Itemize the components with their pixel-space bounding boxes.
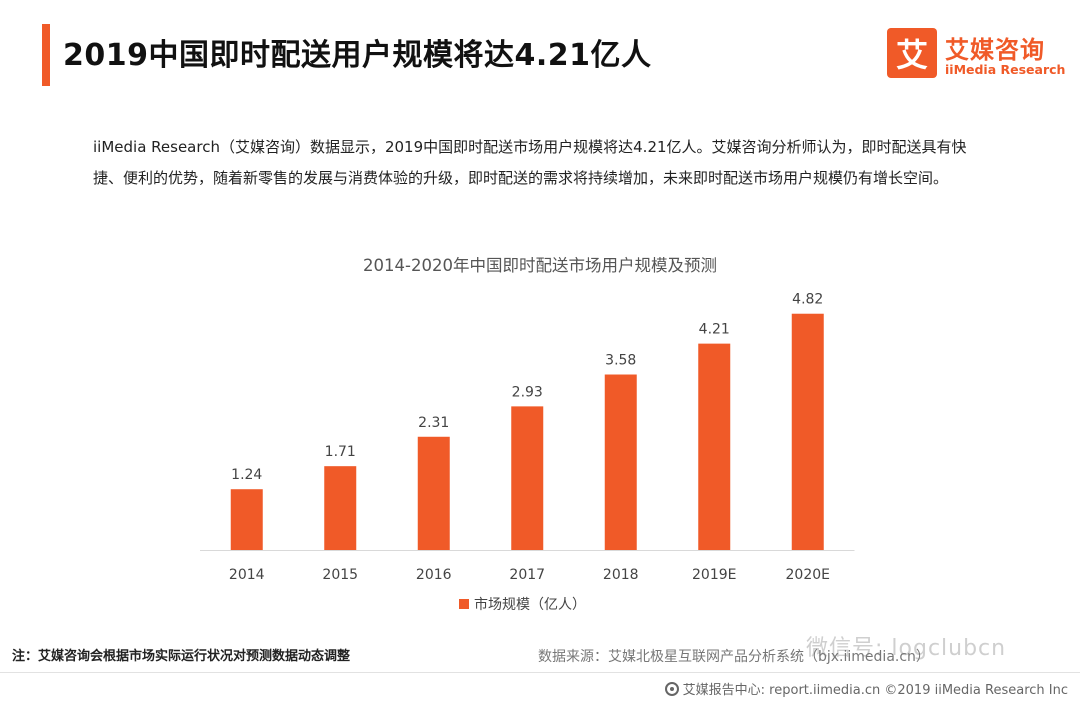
- legend-label: 市场规模（亿人）: [474, 596, 586, 613]
- x-tick-label: 2015: [322, 567, 358, 583]
- data-label: 4.82: [792, 292, 823, 308]
- footer-bar: 艾媒报告中心: report.iimedia.cn ©2019 iiMedia …: [0, 672, 1080, 702]
- data-label: 1.71: [325, 444, 356, 460]
- data-label: 1.24: [231, 467, 262, 483]
- data-label: 2.93: [512, 384, 543, 400]
- page-title: 2019中国即时配送用户规模将达4.21亿人: [63, 38, 652, 73]
- data-label: 2.31: [418, 415, 449, 431]
- x-tick-label: 2014: [229, 567, 265, 583]
- data-label: 3.58: [605, 353, 636, 369]
- logo-mark-icon: 艾: [887, 28, 937, 78]
- chart-title: 2014-2020年中国即时配送市场用户规模及预测: [363, 256, 717, 275]
- bar: [324, 466, 357, 550]
- title-accent-bar: [42, 24, 50, 86]
- globe-icon: [664, 681, 679, 696]
- brand-logo: 艾 艾媒咨询 iiMedia Research: [887, 28, 1067, 80]
- footnote: 注：艾媒咨询会根据市场实际运行状况对预测数据动态调整: [12, 649, 351, 664]
- legend-swatch: [459, 599, 469, 609]
- bar: [511, 406, 544, 550]
- data-label: 4.21: [699, 322, 730, 338]
- bar: [791, 313, 824, 550]
- data-source: 数据来源：艾媒北极星互联网产品分析系统（bjx.iimedia.cn）: [538, 649, 930, 665]
- watermark-text: 微信号: logclubcn: [806, 636, 1007, 661]
- bar: [604, 374, 637, 550]
- x-tick-label: 2019E: [692, 567, 736, 583]
- logo-en-text: iiMedia Research: [945, 62, 1066, 77]
- x-tick-label: 2018: [603, 567, 639, 583]
- bar: [230, 489, 263, 550]
- x-tick-label: 2017: [509, 567, 545, 583]
- footer-text: 艾媒报告中心: report.iimedia.cn ©2019 iiMedia …: [682, 683, 1068, 698]
- x-tick-label: 2020E: [786, 567, 830, 583]
- bar: [417, 436, 450, 550]
- logo-cn-text: 艾媒咨询: [945, 36, 1045, 64]
- bar: [698, 343, 731, 550]
- x-tick-label: 2016: [416, 567, 452, 583]
- intro-paragraph: iiMedia Research（艾媒咨询）数据显示，2019中国即时配送市场用…: [93, 138, 967, 187]
